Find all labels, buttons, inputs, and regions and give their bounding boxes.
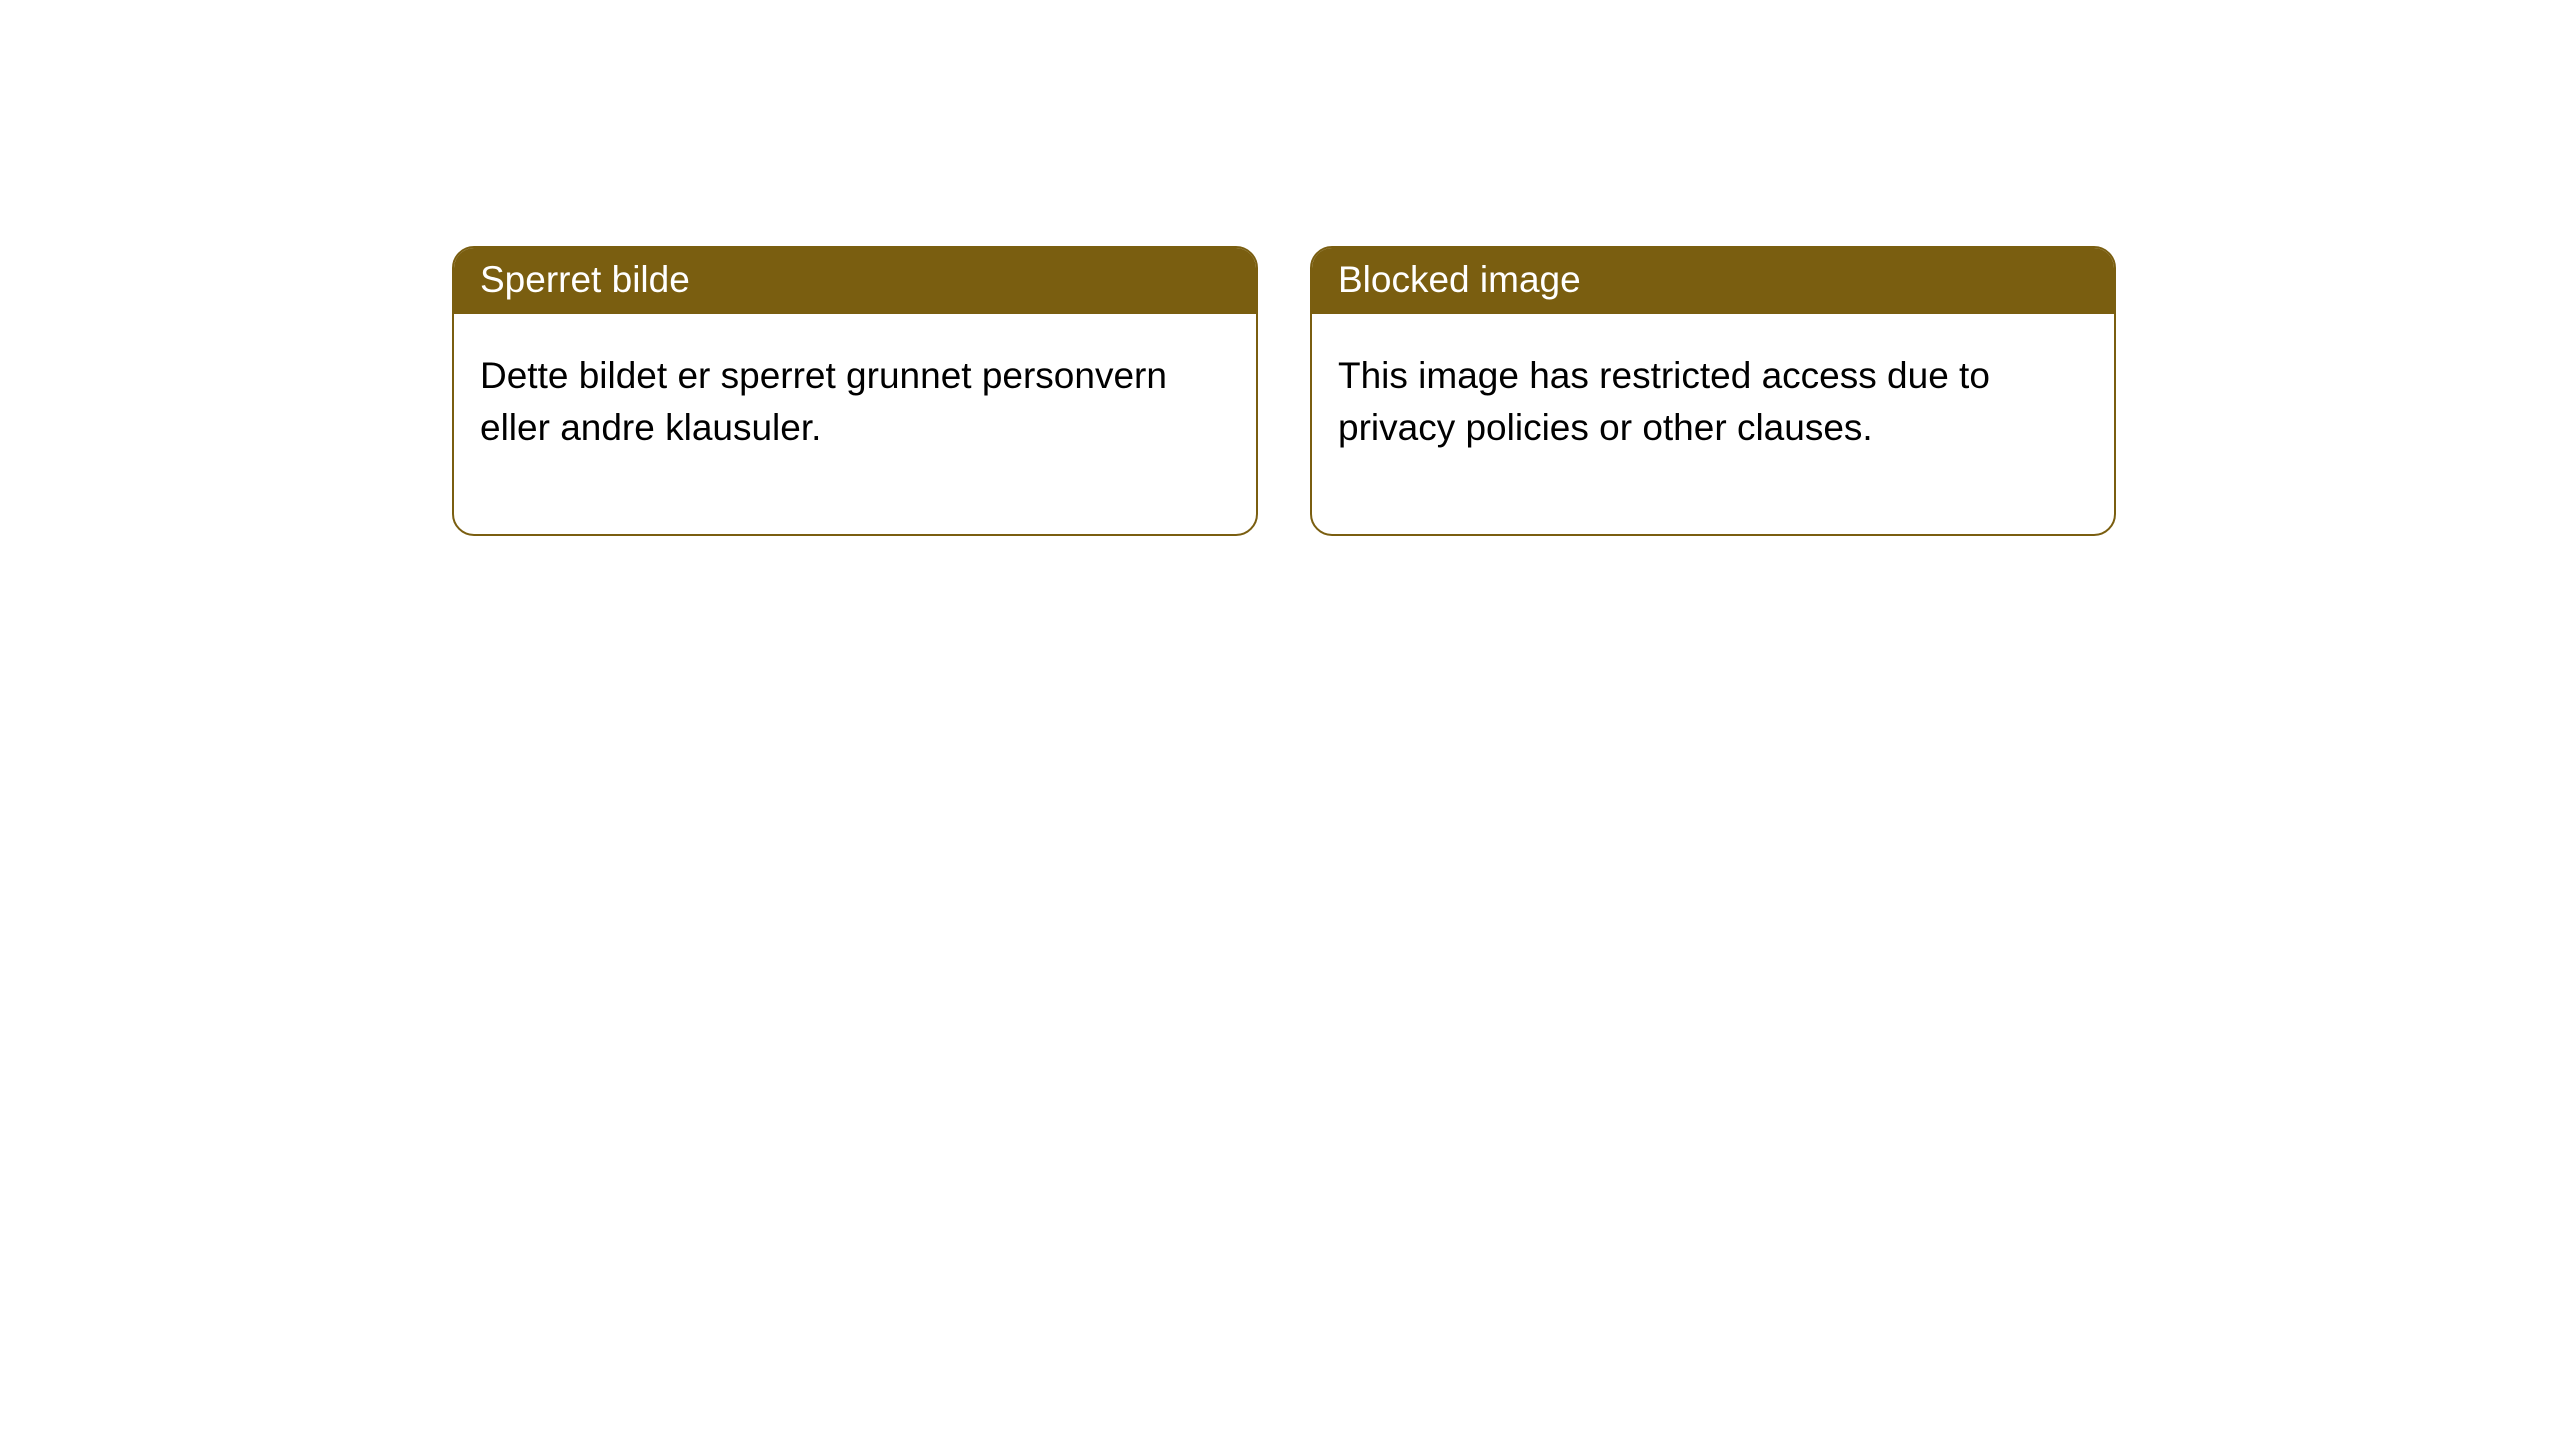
notice-card-english: Blocked image This image has restricted …	[1310, 246, 2116, 536]
notice-card-norwegian: Sperret bilde Dette bildet er sperret gr…	[452, 246, 1258, 536]
notice-body-norwegian: Dette bildet er sperret grunnet personve…	[454, 314, 1256, 534]
notice-title-english: Blocked image	[1312, 248, 2114, 314]
notice-body-english: This image has restricted access due to …	[1312, 314, 2114, 534]
notices-container: Sperret bilde Dette bildet er sperret gr…	[0, 0, 2560, 536]
notice-title-norwegian: Sperret bilde	[454, 248, 1256, 314]
